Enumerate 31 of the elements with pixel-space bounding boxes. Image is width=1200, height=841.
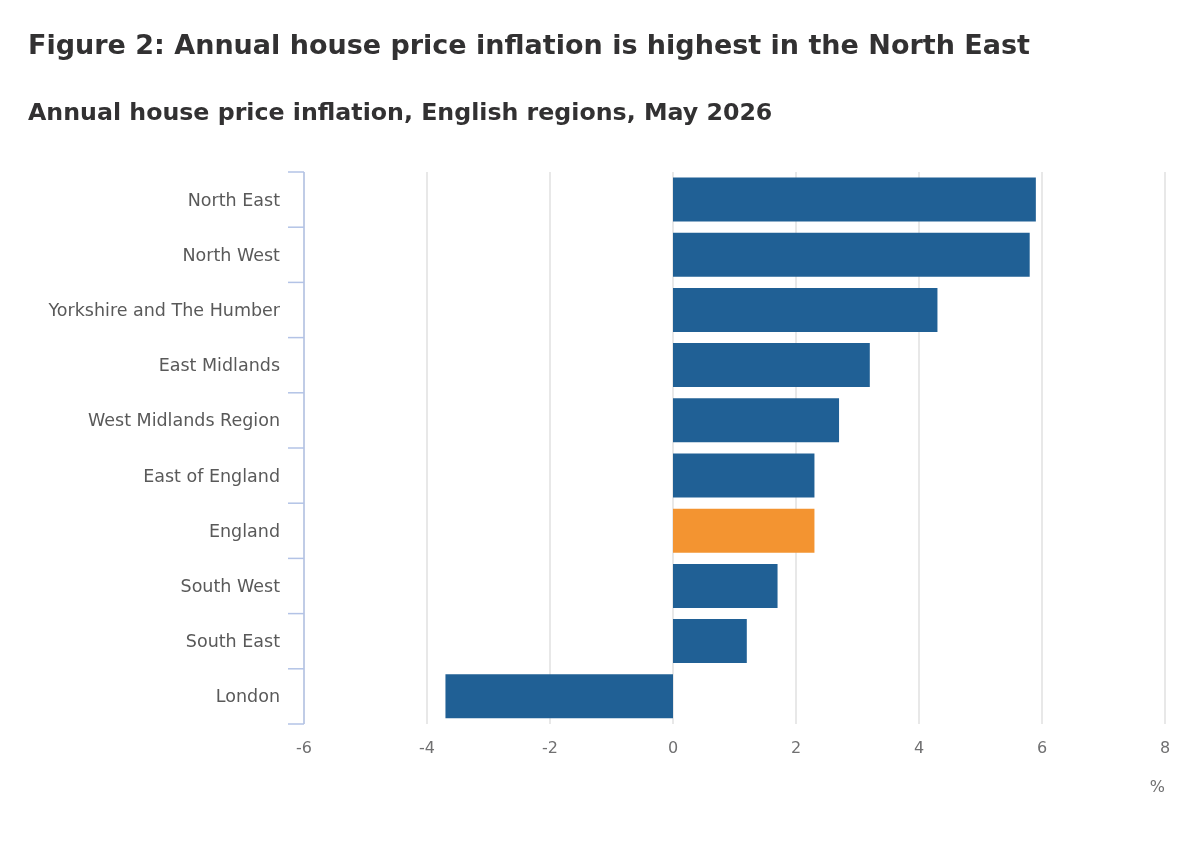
y-tick-label: Yorkshire and The Humber xyxy=(47,300,281,320)
y-tick-label: West Midlands Region xyxy=(87,410,280,431)
y-tick-label: East Midlands xyxy=(158,355,280,376)
bar xyxy=(445,674,673,719)
x-tick-label: -2 xyxy=(542,738,558,758)
x-tick-label: -6 xyxy=(296,738,312,758)
bar xyxy=(673,619,747,664)
chart-title: Figure 2: Annual house price inflation is highest in the North East xyxy=(28,29,1030,60)
y-tick-label: London xyxy=(215,686,280,707)
y-tick-label: England xyxy=(208,520,280,541)
bar xyxy=(673,177,1036,222)
y-tick-label: North West xyxy=(182,244,281,265)
x-axis-title: % xyxy=(1149,777,1165,796)
y-tick-label: South West xyxy=(180,576,281,596)
y-tick-label: East of England xyxy=(143,465,280,486)
x-tick-label: 0 xyxy=(667,738,679,758)
bar xyxy=(673,287,938,332)
x-tick-label: -4 xyxy=(419,738,435,758)
bar xyxy=(673,453,815,498)
chart-subtitle: Annual house price inflation, English regions, May 2026 xyxy=(28,98,773,126)
bar xyxy=(673,563,778,608)
bar xyxy=(673,232,1030,277)
x-tick-label: 6 xyxy=(1036,738,1048,758)
bar xyxy=(673,343,870,388)
bar xyxy=(673,398,840,443)
x-tick-label: 8 xyxy=(1159,738,1171,758)
x-tick-label: 4 xyxy=(913,738,925,758)
bar xyxy=(673,508,815,553)
x-tick-label: 2 xyxy=(790,738,802,758)
y-tick-label: North East xyxy=(187,189,281,210)
y-tick-label: South East xyxy=(185,631,281,652)
